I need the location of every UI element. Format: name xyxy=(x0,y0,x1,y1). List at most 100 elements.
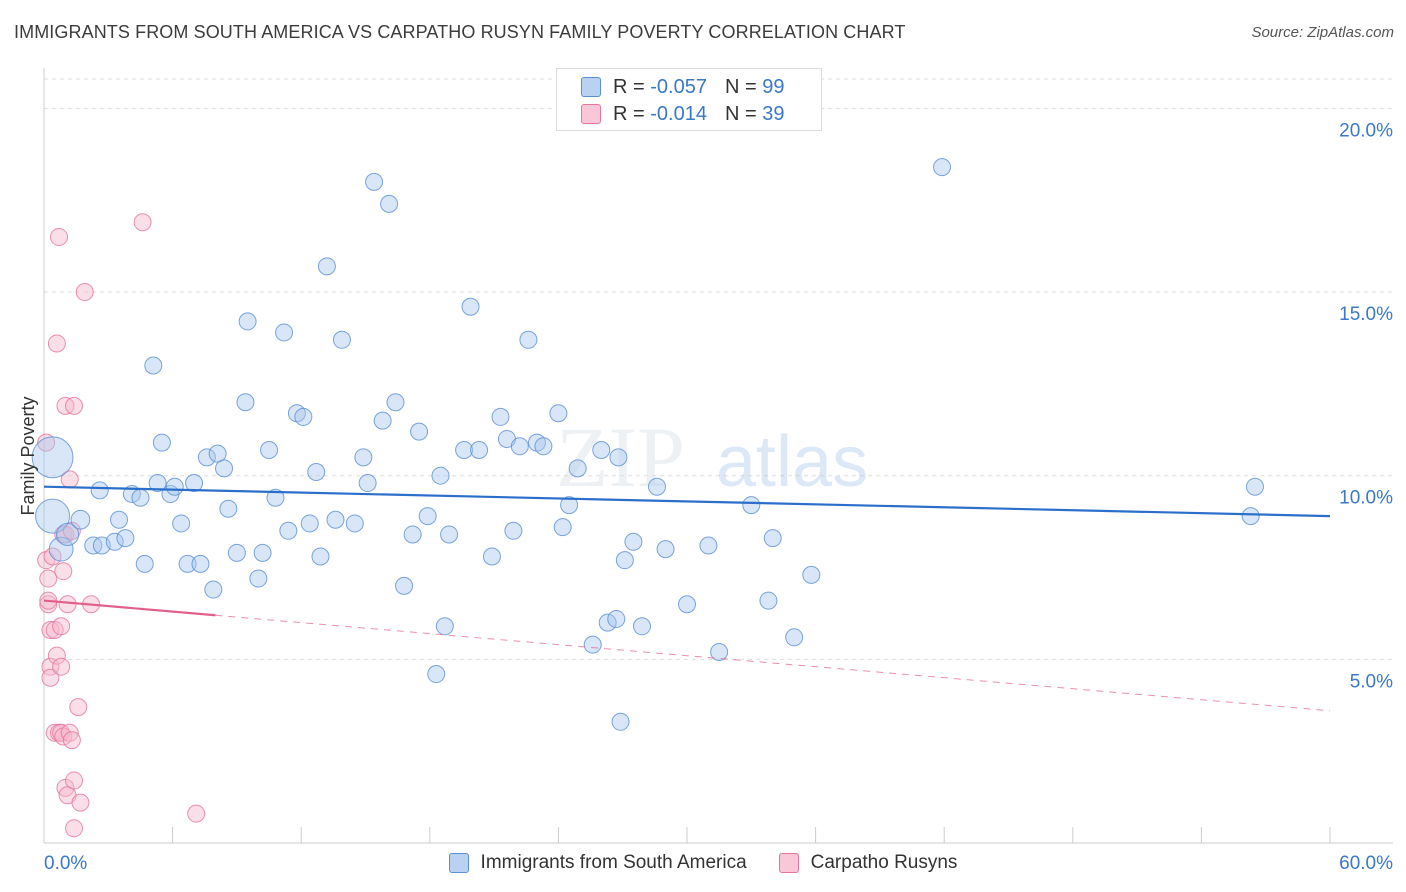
pink-data-point xyxy=(39,569,58,588)
blue-data-point xyxy=(395,576,414,595)
blue-data-point xyxy=(568,459,587,478)
blue-data-point xyxy=(802,565,821,584)
blue-data-point xyxy=(219,499,238,518)
blue-data-point xyxy=(345,514,364,533)
legend-swatch-pink xyxy=(581,104,601,124)
blue-data-point xyxy=(236,393,255,412)
pink-data-point xyxy=(69,698,88,717)
pink-data-point xyxy=(62,731,81,750)
pink-data-point xyxy=(41,620,60,639)
blue-data-point xyxy=(90,481,109,500)
pink-data-point xyxy=(54,562,73,581)
blue-data-point xyxy=(300,514,319,533)
series-label-blue: Immigrants from South America xyxy=(480,852,747,873)
legend-r-label-blue: R = xyxy=(613,75,645,98)
pink-data-point xyxy=(41,657,60,676)
legend-n-label-pink: N = xyxy=(724,102,757,125)
blue-data-point xyxy=(238,312,257,331)
pink-data-point xyxy=(41,668,60,687)
pink-data-point xyxy=(75,283,94,302)
pink-data-point xyxy=(50,227,69,246)
pink-data-point xyxy=(47,646,66,665)
legend-swatch-blue xyxy=(581,77,601,97)
pink-data-point xyxy=(52,617,71,636)
blue-data-point xyxy=(431,466,450,485)
blue-data-point xyxy=(70,509,91,530)
blue-data-point xyxy=(266,488,285,507)
y-axis-title: Family Poverty xyxy=(18,396,38,515)
blue-data-point xyxy=(386,393,405,412)
pink-trend-line xyxy=(43,599,216,617)
series-legend: Immigrants from South America Carpatho R… xyxy=(0,852,1406,874)
blue-data-point xyxy=(549,404,568,423)
blue-data-point xyxy=(373,411,392,430)
series-swatch-pink xyxy=(778,853,799,873)
pink-data-point xyxy=(37,433,56,452)
y-tick-label: 10.0% xyxy=(1339,488,1393,509)
blue-data-point xyxy=(358,474,377,493)
source-credit: Source: ZipAtlas.com xyxy=(1251,24,1394,41)
blue-data-point xyxy=(592,440,611,459)
blue-trend-line xyxy=(43,485,1331,518)
correlation-legend: R = -0.057 N = 99 R = -0.014 N = 39 xyxy=(556,68,822,131)
blue-data-point xyxy=(510,437,529,456)
series-label-pink: Carpatho Rusyns xyxy=(810,852,958,873)
blue-data-point xyxy=(380,194,399,213)
blue-data-point xyxy=(215,459,234,478)
blue-data-point xyxy=(491,407,510,426)
blue-data-point xyxy=(461,297,480,316)
pink-data-point xyxy=(58,595,77,614)
blue-data-point xyxy=(332,330,351,349)
gridlines xyxy=(44,78,1393,660)
blue-data-point xyxy=(560,496,579,515)
blue-data-point xyxy=(611,712,630,731)
y-tick-label: 5.0% xyxy=(1350,671,1393,692)
pink-data-point xyxy=(187,804,206,823)
legend-row-blue: R = -0.057 N = 99 xyxy=(581,75,784,99)
blue-data-point xyxy=(598,613,617,632)
blue-data-point xyxy=(35,498,71,534)
blue-data-point xyxy=(260,440,279,459)
blue-data-point xyxy=(152,433,171,452)
blue-data-point xyxy=(116,529,135,548)
watermark-zip: ZIP xyxy=(556,409,685,505)
pink-data-point xyxy=(60,723,79,742)
blue-data-point xyxy=(785,628,804,647)
pink-data-point xyxy=(65,819,84,838)
blue-data-point xyxy=(427,665,446,684)
blue-data-point xyxy=(135,554,154,573)
blue-data-point xyxy=(504,521,523,540)
blue-data-point xyxy=(624,532,643,551)
blue-data-point xyxy=(249,569,268,588)
blue-data-point xyxy=(354,448,373,467)
axis-labels: 5.0% 10.0% 15.0% 20.0% 0.0% 60.0% Family Pover… xyxy=(18,120,1393,874)
blue-data-point xyxy=(435,617,454,636)
blue-data-point xyxy=(1241,507,1260,526)
legend-r-label-pink: R = xyxy=(613,102,645,125)
blue-data-point xyxy=(519,330,538,349)
legend-n-value-pink: 39 xyxy=(762,102,785,125)
series-swatch-blue xyxy=(448,853,469,873)
pink-data-point xyxy=(65,771,84,790)
blue-data-point xyxy=(204,580,223,599)
blue-data-point xyxy=(227,543,246,562)
series-legend-blue: Immigrants from South America xyxy=(448,852,747,874)
blue-data-point xyxy=(105,532,124,551)
pink-data-point xyxy=(71,793,90,812)
blue-data-point xyxy=(48,536,74,562)
pink-data-point xyxy=(47,334,66,353)
blue-data-point xyxy=(178,554,197,573)
blue-data-point xyxy=(365,172,384,191)
blue-data-point xyxy=(482,547,501,566)
blue-data-point xyxy=(191,554,210,573)
watermark: ZIP atlas xyxy=(556,409,868,505)
blue-data-point xyxy=(609,448,628,467)
blue-data-point xyxy=(607,609,626,628)
blue-data-point xyxy=(317,257,336,276)
blue-data-point xyxy=(294,407,313,426)
blue-data-point xyxy=(470,440,489,459)
blue-data-point xyxy=(933,158,952,177)
y-tick-label: 15.0% xyxy=(1339,304,1393,325)
blue-data-point xyxy=(632,617,651,636)
blue-data-point xyxy=(615,551,634,570)
